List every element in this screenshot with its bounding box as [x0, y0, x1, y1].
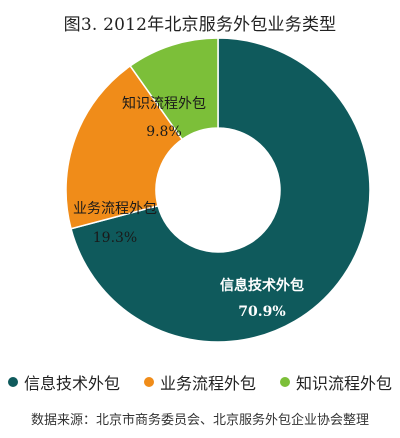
source-note: 数据来源：北京市商务委员会、北京服务外包企业协会整理 — [30, 413, 369, 428]
legend: 信息技术外包 业务流程外包 知识流程外包 — [0, 370, 400, 394]
legend-item: 信息技术外包 — [7, 370, 120, 394]
legend-label: 知识流程外包 — [296, 374, 393, 393]
legend-label: 信息技术外包 — [23, 374, 120, 393]
legend-dot-kpo — [280, 377, 290, 387]
legend-dot-it — [7, 377, 18, 387]
slice-it-label: 信息技术外包 — [220, 277, 304, 294]
slice-bpo-label: 业务流程外包 — [73, 201, 157, 217]
slice-kpo-value: 9.8% — [146, 124, 182, 140]
slice-bpo-value: 19.3% — [93, 230, 137, 246]
slice-kpo — [129, 37, 219, 141]
legend-label: 业务流程外包 — [159, 374, 256, 393]
slice-bpo — [65, 64, 184, 230]
chart-title: 图3. 2012年北京服务外包业务类型 — [63, 15, 337, 35]
slice-it — [70, 37, 371, 343]
legend-item: 知识流程外包 — [280, 370, 392, 394]
slice-kpo-label: 知识流程外包 — [122, 95, 206, 112]
legend-dot-bpo — [143, 377, 154, 387]
slice-it-value: 70.9% — [238, 304, 285, 320]
legend-item: 业务流程外包 — [143, 370, 256, 394]
